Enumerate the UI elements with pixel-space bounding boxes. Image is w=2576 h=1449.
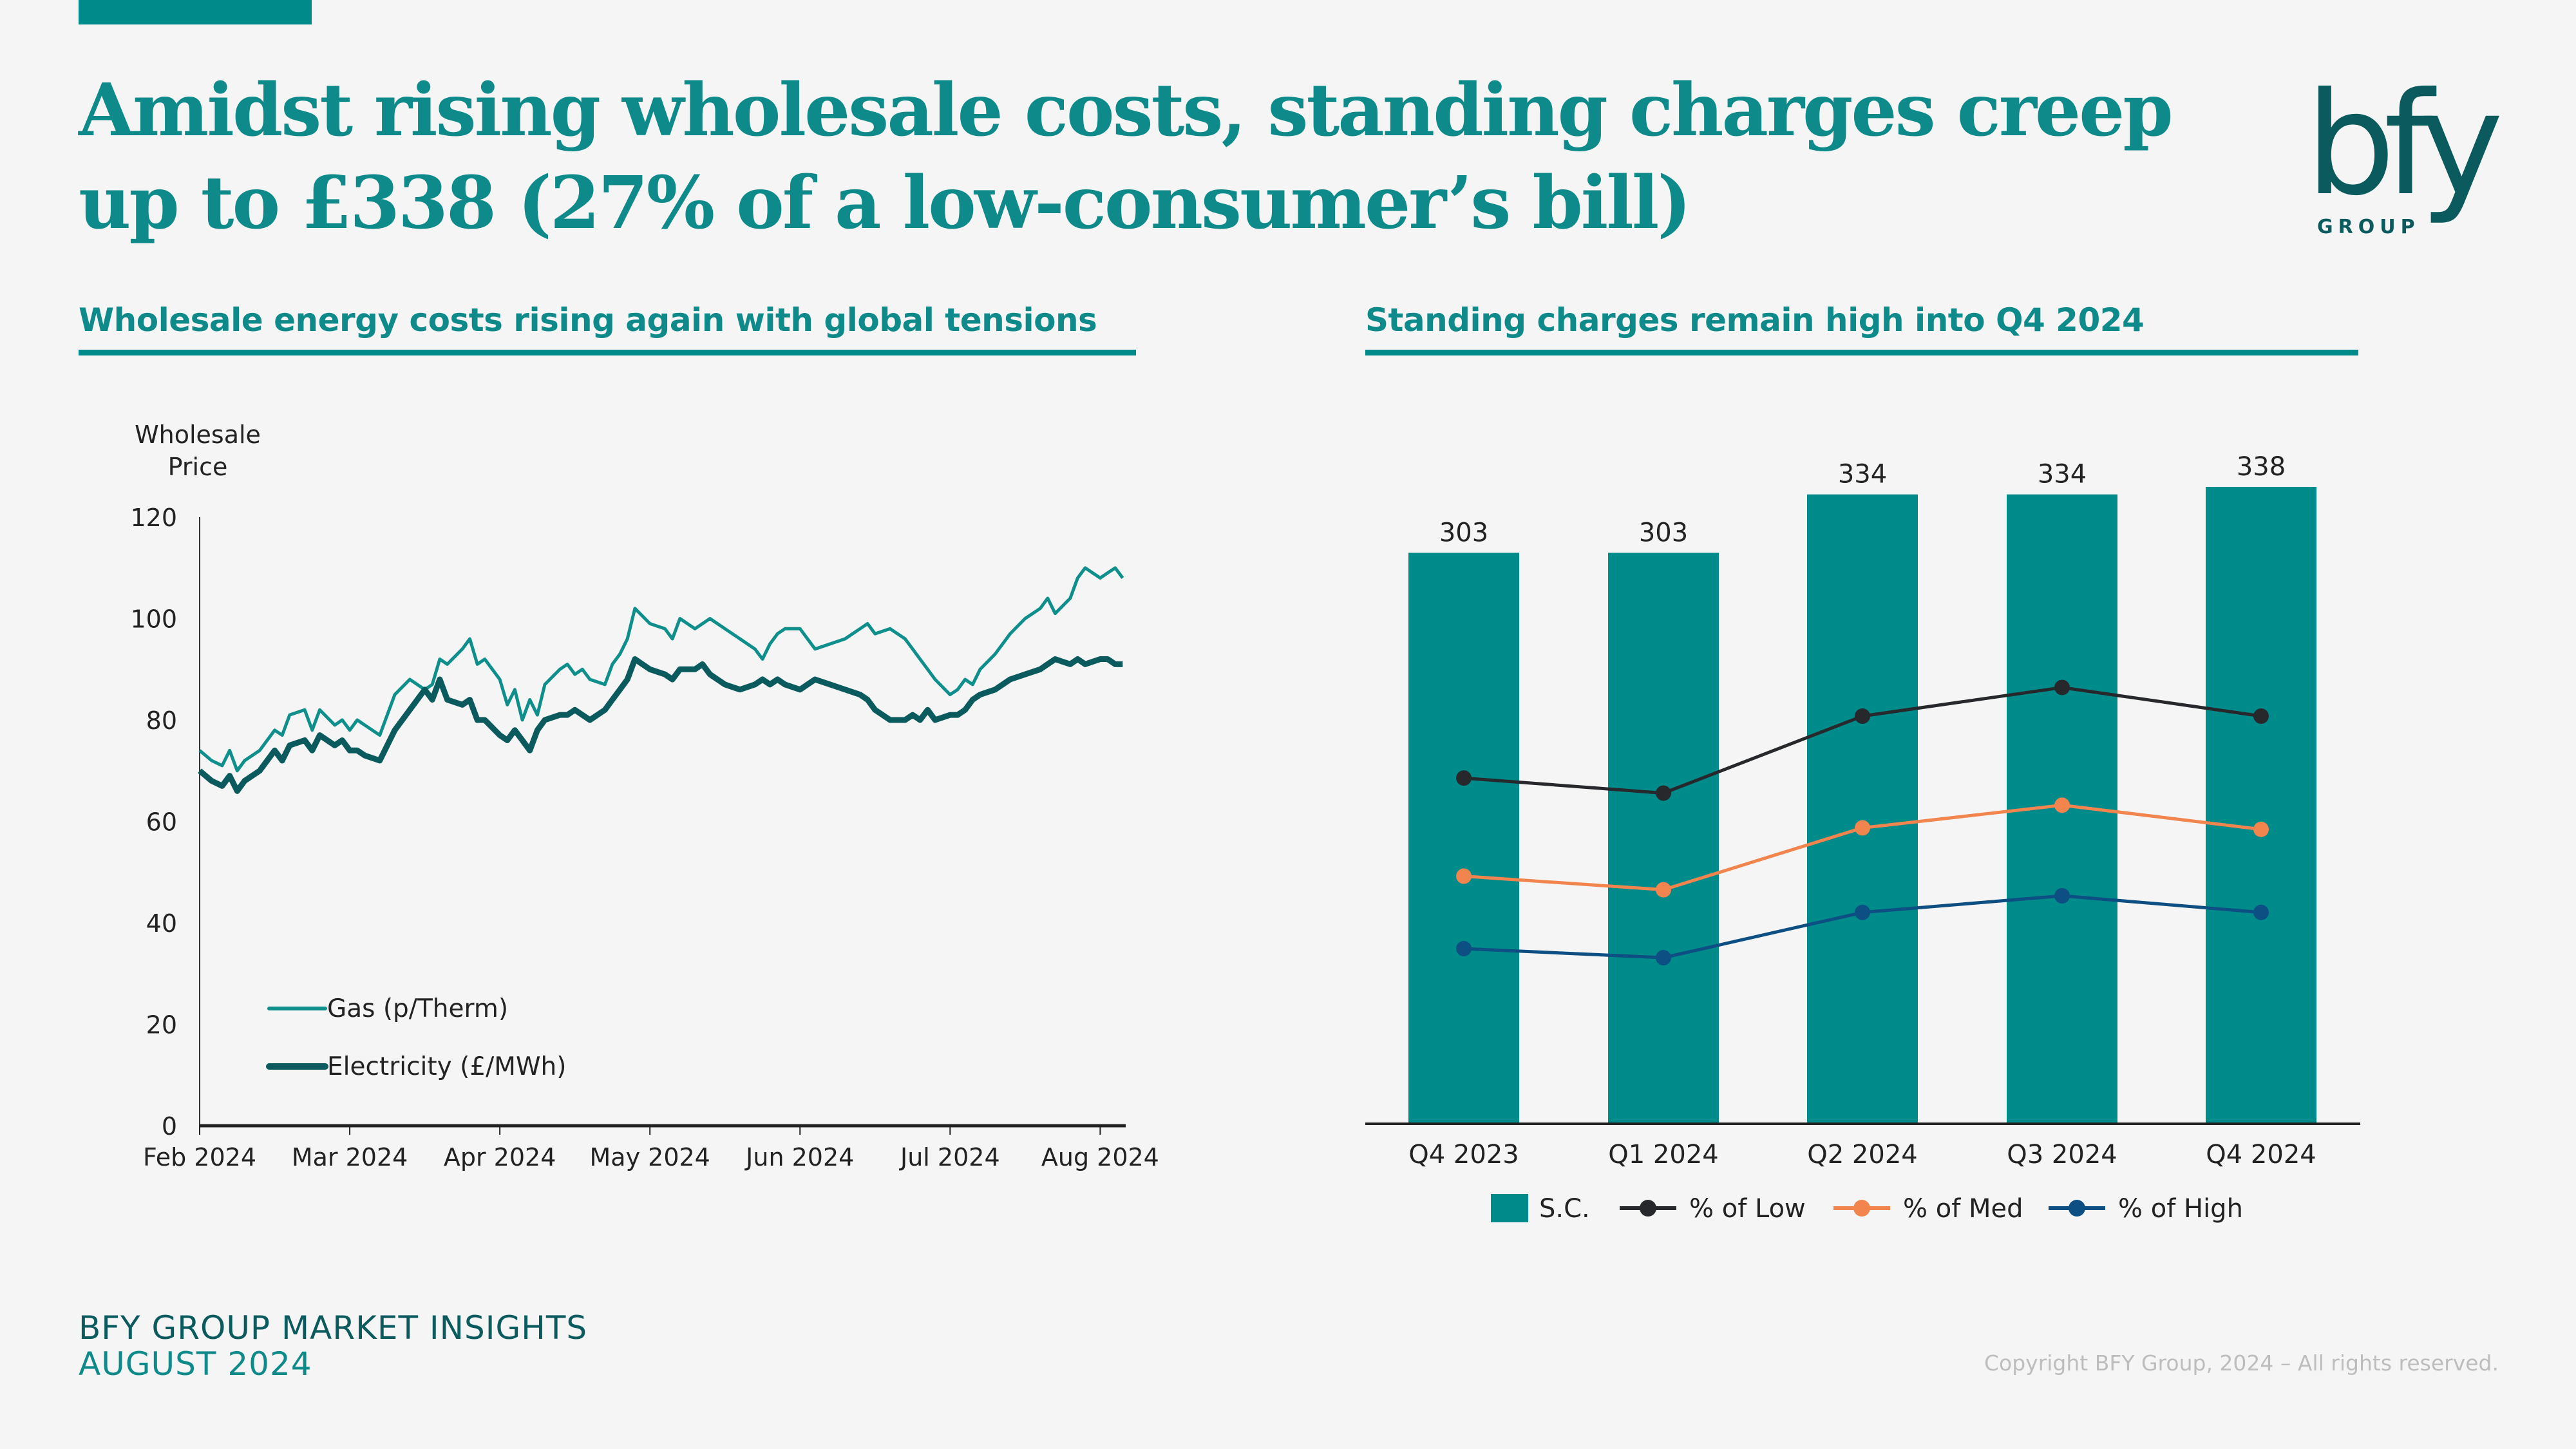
legend-marker-pct-of-med bbox=[1853, 1200, 1870, 1217]
x-tick-label: Jun 2024 bbox=[744, 1143, 854, 1171]
bar-data-label: 303 bbox=[1439, 518, 1488, 547]
logo-wordmark: bfy bbox=[2306, 71, 2499, 227]
y-tick-label: 80 bbox=[146, 706, 177, 735]
footer-date: AUGUST 2024 bbox=[79, 1345, 312, 1383]
x-tick-label: Feb 2024 bbox=[143, 1143, 256, 1171]
y-axis-label-line-2: Price bbox=[168, 453, 228, 481]
y-tick-label: 20 bbox=[146, 1011, 177, 1039]
logo-subtext: GROUP bbox=[2317, 216, 2420, 238]
legend: S.C. % of Low % of Med % of High bbox=[1491, 1194, 2243, 1224]
top-accent-bar bbox=[79, 0, 312, 24]
axes: 0 20 40 60 80 100 120 Feb 2024 Mar 2024 Apr 2024 M… bbox=[130, 504, 1159, 1171]
bar-q2-2024 bbox=[1807, 494, 1918, 1124]
legend-label-pct-of-med: % of Med bbox=[1903, 1194, 2023, 1224]
bar-data-label: 334 bbox=[1838, 460, 1887, 489]
page-title: Amidst rising wholesale costs, standing … bbox=[79, 68, 2174, 245]
marker-pct-of-high bbox=[2054, 887, 2070, 904]
marker-pct-of-high bbox=[1456, 941, 1472, 957]
marker-pct-of-low bbox=[1855, 708, 1870, 724]
marker-pct-of-low bbox=[2253, 708, 2269, 724]
left-panel-rule bbox=[79, 350, 1136, 355]
left-panel-heading: Wholesale energy costs rising again with… bbox=[79, 301, 1097, 339]
bar-q1-2024 bbox=[1608, 553, 1719, 1124]
bars: 303 303 334 334 338 bbox=[1408, 452, 2316, 1124]
marker-pct-of-low bbox=[1656, 785, 1671, 801]
y-axis-label: Wholesale Price bbox=[135, 421, 261, 481]
legend-label-pct-of-high: % of High bbox=[2118, 1194, 2243, 1224]
marker-pct-of-high bbox=[2253, 904, 2269, 920]
x-tick-label: Q4 2023 bbox=[1408, 1140, 1519, 1170]
legend-marker-pct-of-high bbox=[2069, 1200, 2085, 1217]
legend-label-pct-of-low: % of Low bbox=[1689, 1194, 1806, 1224]
y-tick-label: 0 bbox=[162, 1112, 177, 1141]
bfy-logo: bfy GROUP bbox=[2306, 71, 2505, 238]
bar-data-label: 303 bbox=[1639, 518, 1688, 547]
marker-pct-of-med bbox=[1656, 882, 1671, 898]
x-tick-label: Aug 2024 bbox=[1041, 1143, 1159, 1171]
y-tick-label: 100 bbox=[130, 605, 177, 634]
y-axis-label-line-1: Wholesale bbox=[135, 421, 261, 449]
x-tick-label: May 2024 bbox=[590, 1143, 710, 1171]
wholesale-price-chart: Wholesale Price 0 20 40 60 80 100 120 Feb 2024 Ma… bbox=[130, 421, 1159, 1171]
x-tick-label: Jul 2024 bbox=[899, 1143, 1000, 1171]
footer-brand: BFY GROUP MARKET INSIGHTS bbox=[79, 1309, 588, 1347]
x-tick-label: Apr 2024 bbox=[444, 1143, 556, 1171]
legend: Gas (p/Therm) Electricity (£/MWh) bbox=[266, 994, 566, 1081]
bar-q4-2023 bbox=[1408, 553, 1519, 1124]
legend-swatch-sc bbox=[1491, 1194, 1528, 1222]
marker-pct-of-low bbox=[2054, 679, 2070, 696]
copyright-notice: Copyright BFY Group, 2024 – All rights r… bbox=[1984, 1350, 2499, 1376]
x-tick-label: Q3 2024 bbox=[2007, 1140, 2117, 1170]
right-panel-rule bbox=[1365, 350, 2358, 355]
legend-marker-pct-of-low bbox=[1640, 1200, 1656, 1217]
x-tick-label: Mar 2024 bbox=[292, 1143, 408, 1171]
marker-pct-of-low bbox=[1456, 770, 1472, 786]
y-tick-label: 60 bbox=[146, 808, 177, 837]
marker-pct-of-high bbox=[1656, 950, 1671, 966]
legend-label-sc: S.C. bbox=[1539, 1194, 1590, 1224]
series-lines bbox=[198, 566, 1124, 794]
right-panel-heading: Standing charges remain high into Q4 202… bbox=[1365, 301, 2145, 339]
x-tick-label: Q4 2024 bbox=[2206, 1140, 2316, 1170]
percentage-lines bbox=[1456, 679, 2269, 966]
marker-pct-of-med bbox=[1456, 868, 1472, 884]
legend-label-electricity: Electricity (£/MWh) bbox=[327, 1052, 566, 1081]
y-tick-label: 40 bbox=[146, 909, 177, 938]
legend-label-gas: Gas (p/Therm) bbox=[327, 994, 508, 1023]
marker-pct-of-med bbox=[2054, 797, 2070, 813]
bar-q4-2024 bbox=[2206, 487, 2316, 1124]
marker-pct-of-med bbox=[1855, 820, 1870, 836]
bar-data-label: 334 bbox=[2038, 460, 2087, 489]
y-tick-label: 120 bbox=[130, 504, 177, 532]
gas-price-line bbox=[198, 566, 1124, 773]
x-tick-label: Q2 2024 bbox=[1807, 1140, 1917, 1170]
marker-pct-of-med bbox=[2253, 821, 2269, 837]
axes: Q4 2023 Q1 2024 Q2 2024 Q3 2024 Q4 2024 bbox=[1365, 1122, 2360, 1170]
electricity-price-line bbox=[198, 656, 1123, 794]
marker-pct-of-high bbox=[1855, 904, 1870, 920]
x-tick-label: Q1 2024 bbox=[1608, 1140, 1718, 1170]
standing-charges-chart: 303 303 334 334 338 Q4 2023 Q1 2024 Q2 2024 Q3 … bbox=[1365, 452, 2360, 1224]
bar-data-label: 338 bbox=[2237, 452, 2286, 482]
